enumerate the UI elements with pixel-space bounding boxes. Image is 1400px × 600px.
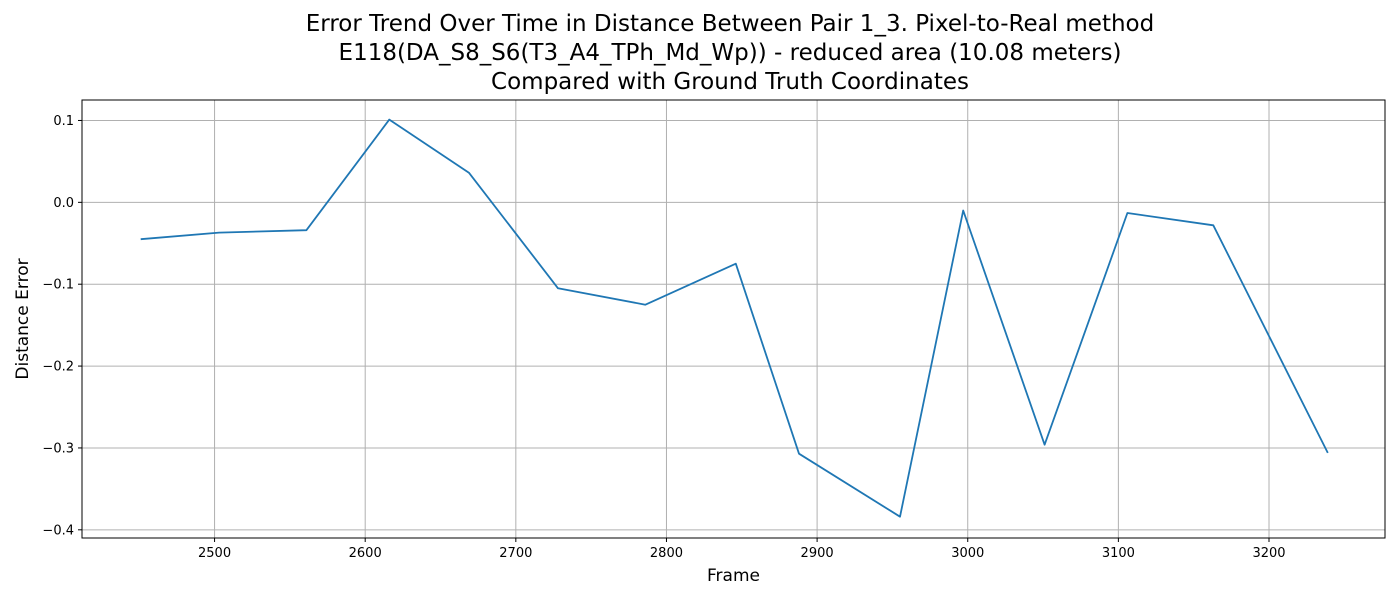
chart-title: Error Trend Over Time in Distance Betwee… (0, 10, 1400, 97)
series-line (140, 118, 1329, 518)
y-tick-label: 0.1 (53, 114, 74, 129)
x-tick-label: 3200 (1252, 546, 1285, 561)
x-tick-label: 2700 (499, 546, 532, 561)
x-tick-label: 2500 (198, 546, 231, 561)
y-tick-label: −0.4 (42, 523, 74, 538)
y-axis-label: Distance Error (13, 258, 33, 379)
x-tick-label: 2900 (801, 546, 834, 561)
grid-lines (82, 100, 1385, 538)
x-tick-label: 3100 (1102, 546, 1135, 561)
x-tick-label: 2800 (650, 546, 683, 561)
y-tick-label: −0.3 (42, 441, 74, 456)
chart-title-line-3: Compared with Ground Truth Coordinates (491, 69, 969, 95)
y-tick-label: 0.0 (53, 196, 74, 211)
chart-title-line-1: Error Trend Over Time in Distance Betwee… (305, 11, 1155, 37)
x-tick-label: 2600 (349, 546, 382, 561)
axis-ticks: 2500 2600 2700 2800 2900 3000 3100 3200 0.1 0.0 −0… (42, 114, 1285, 561)
y-tick-label: −0.2 (42, 360, 74, 375)
plot-area-frame (81, 99, 1386, 539)
x-tick-label: 3000 (951, 546, 984, 561)
chart-title-line-2: E118(DA_S8_S6(T3_A4_TPh_Md_Wp)) - reduce… (338, 40, 1122, 66)
series-layer (140, 118, 1329, 518)
x-axis-label: Frame (707, 566, 760, 586)
y-tick-label: −0.1 (42, 278, 74, 293)
